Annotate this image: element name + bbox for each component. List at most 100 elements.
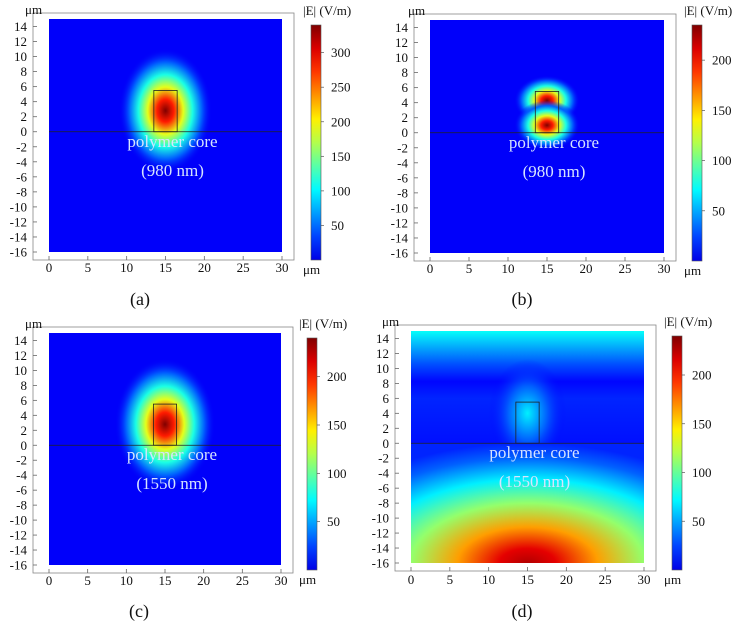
y-tick-label: 8	[402, 65, 409, 80]
y-tick-label: 2	[21, 109, 28, 124]
y-tick-label: 0	[21, 438, 28, 453]
colorbar	[306, 337, 318, 571]
core-outline	[534, 91, 560, 134]
field-hotspot	[114, 358, 216, 491]
panel-label: (b)	[512, 289, 533, 310]
y-tick-label: 8	[21, 64, 28, 79]
colorbar-tick-label: 50	[331, 218, 344, 233]
colorbar-tick-label: 100	[712, 153, 732, 168]
colorbar-unit: μm	[664, 572, 681, 587]
axes-frame	[32, 326, 294, 574]
x-tick-label: 20	[197, 573, 210, 588]
y-tick-label: 0	[383, 436, 390, 451]
annotation-core: polymer core	[509, 133, 599, 152]
y-tick-label: -8	[397, 185, 408, 200]
x-tick-label: 20	[580, 261, 593, 276]
field-hotspot	[514, 100, 580, 151]
y-tick-label: 10	[376, 361, 389, 376]
y-tick-label: 12	[395, 35, 408, 50]
y-tick-label: -14	[10, 543, 28, 558]
annotation-wavelength: (1550 nm)	[136, 474, 207, 493]
field-map	[114, 358, 216, 491]
colorbar-tick-label: 100	[331, 183, 351, 198]
colorbar-unit: μm	[299, 572, 316, 587]
x-tick-label: 5	[85, 260, 92, 275]
colorbar-title: |E| (V/m)	[303, 3, 351, 18]
y-axis-unit: μm	[382, 314, 399, 329]
colorbar-tick-label: 250	[331, 80, 351, 95]
y-tick-label: -16	[372, 556, 390, 571]
colorbar-unit: μm	[303, 262, 320, 277]
y-tick-label: -14	[391, 230, 409, 245]
y-tick-label: -4	[16, 154, 27, 169]
colorbar	[691, 24, 703, 262]
y-tick-label: 10	[395, 50, 408, 65]
x-tick-label: 30	[276, 260, 289, 275]
y-tick-label: -2	[397, 140, 408, 155]
panel-label: (a)	[130, 289, 150, 310]
x-tick-label: 20	[560, 572, 573, 587]
panel-c: polymer core(1550 nm)0 5 10 15 20 25 301412108…	[10, 316, 348, 622]
y-tick-label: 2	[383, 421, 390, 436]
axes-frame	[32, 12, 295, 261]
y-tick-label: -6	[16, 169, 27, 184]
x-tick-label: 10	[482, 572, 495, 587]
y-tick-label: 12	[376, 346, 389, 361]
axes-frame	[394, 324, 657, 572]
y-tick-label: -10	[10, 199, 27, 214]
panel-d: polymer core(1550 nm)0 5 10 15 20 25 301412108…	[372, 314, 713, 622]
x-tick-label: 25	[237, 260, 250, 275]
colorbar-unit: μm	[684, 263, 701, 278]
x-tick-label: 0	[408, 572, 415, 587]
x-tick-label: 15	[521, 572, 534, 587]
colorbar	[671, 335, 683, 571]
y-tick-label: -16	[10, 245, 28, 260]
x-tick-label: 30	[638, 572, 651, 587]
x-tick-label: 30	[275, 573, 288, 588]
y-tick-label: -8	[16, 498, 27, 513]
y-tick-label: 10	[14, 363, 27, 378]
y-tick-label: 6	[21, 393, 28, 408]
annotation-core: polymer core	[127, 445, 217, 464]
x-tick-label: 20	[198, 260, 211, 275]
panel-label: (c)	[129, 601, 149, 622]
colorbar-title: |E| (V/m)	[664, 314, 712, 329]
colorbar-tick-label: 200	[331, 114, 351, 129]
x-tick-label: 0	[46, 260, 53, 275]
colorbar-tick-label: 50	[327, 514, 340, 529]
colorbar	[310, 24, 322, 261]
field-map	[118, 48, 213, 173]
annotation-wavelength: (980 nm)	[523, 162, 586, 181]
y-tick-label: -10	[391, 200, 408, 215]
y-tick-label: -12	[10, 214, 27, 229]
y-tick-label: 12	[14, 34, 27, 49]
y-tick-label: 12	[14, 348, 27, 363]
y-tick-label: -16	[391, 246, 409, 261]
x-tick-label: 10	[502, 261, 515, 276]
y-tick-label: 2	[402, 110, 409, 125]
axes-frame	[413, 13, 677, 262]
colorbar-tick-label: 200	[692, 368, 712, 383]
y-tick-label: -16	[10, 558, 28, 573]
x-tick-label: 15	[159, 573, 172, 588]
colorbar-tick-label: 150	[712, 103, 732, 118]
colorbar-tick-label: 150	[331, 149, 351, 164]
y-axis-unit: μm	[25, 316, 42, 331]
y-tick-label: 8	[383, 376, 390, 391]
colorbar-title: |E| (V/m)	[684, 3, 732, 18]
y-axis-unit: μm	[25, 2, 42, 17]
y-tick-label: -8	[16, 184, 27, 199]
colorbar-tick-label: 300	[331, 45, 351, 60]
y-tick-label: -6	[378, 481, 389, 496]
y-tick-label: 6	[383, 391, 390, 406]
colorbar-tick-label: 100	[692, 465, 712, 480]
y-tick-label: -10	[10, 513, 27, 528]
y-tick-label: 14	[14, 333, 28, 348]
panel-label: (d)	[512, 601, 533, 622]
y-tick-label: -2	[378, 451, 389, 466]
y-tick-label: 10	[14, 49, 27, 64]
field-hotspot	[118, 48, 213, 173]
annotation-core: polymer core	[127, 132, 217, 151]
y-tick-label: -6	[16, 483, 27, 498]
